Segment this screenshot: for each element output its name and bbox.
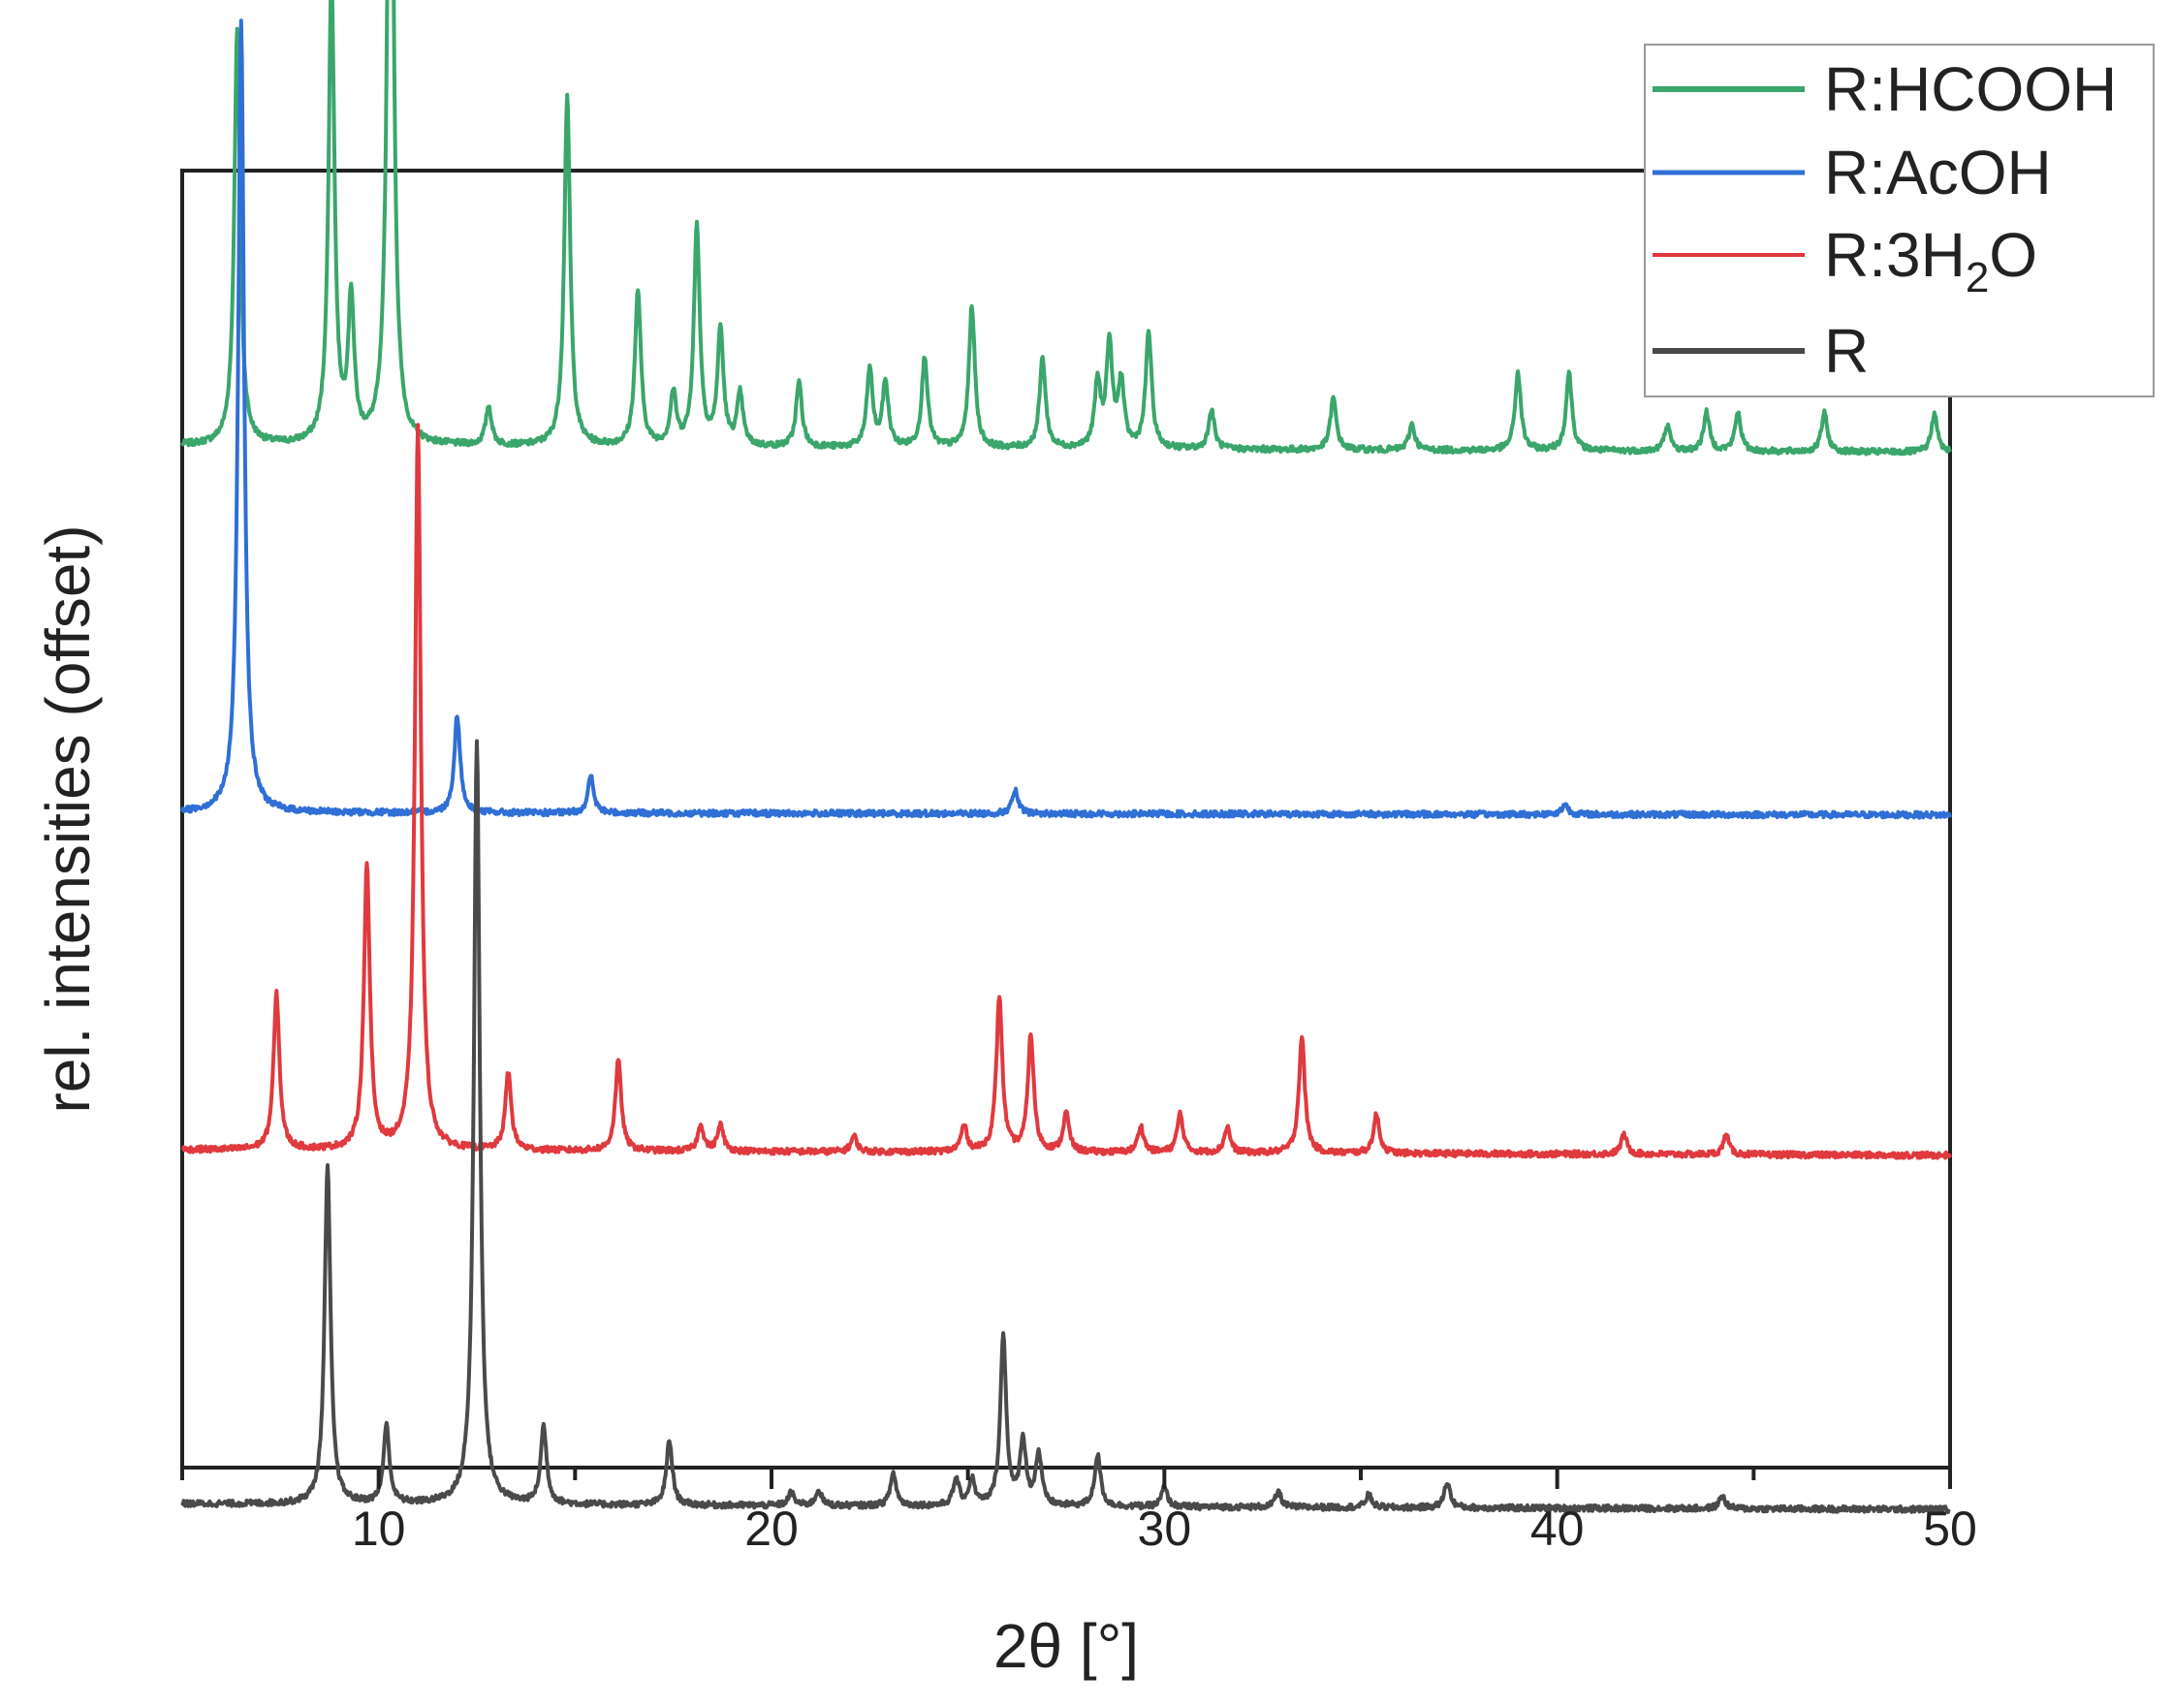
legend-label-trihydrate: R:3H2O xyxy=(1824,220,2037,301)
x-tick-label: 20 xyxy=(744,1502,799,1556)
x-axis: 10 20 30 40 50 xyxy=(180,1468,1977,1556)
x-tick-label: 10 xyxy=(352,1502,406,1556)
legend-label-trihydrate-sub: 2 xyxy=(1966,254,1989,301)
y-axis-title: rel. intensities (offset) xyxy=(33,524,103,1113)
series-layer xyxy=(180,0,1952,1514)
x-tick-label: 50 xyxy=(1923,1502,1977,1556)
legend-label-hcooh: R:HCOOH xyxy=(1824,54,2117,124)
x-tick-label: 30 xyxy=(1138,1502,1192,1556)
series-line-4 xyxy=(180,739,1952,1514)
legend-box xyxy=(1644,44,2155,397)
series-line-1 xyxy=(180,0,1952,457)
x-tick-label: 40 xyxy=(1530,1502,1585,1556)
legend-label-r: R xyxy=(1824,316,1869,386)
legend-label-trihydrate-suffix: O xyxy=(1989,220,2037,290)
legend-label-acoh: R:AcOH xyxy=(1824,138,2052,207)
x-axis-title: 2θ [°] xyxy=(993,1611,1139,1681)
series-line-3 xyxy=(180,423,1952,1160)
legend-label-trihydrate-main: R:3H xyxy=(1824,220,1966,290)
legend: R:HCOOH R:AcOH R:3H2O R xyxy=(1644,44,2155,397)
plot-frame xyxy=(180,169,1952,1470)
